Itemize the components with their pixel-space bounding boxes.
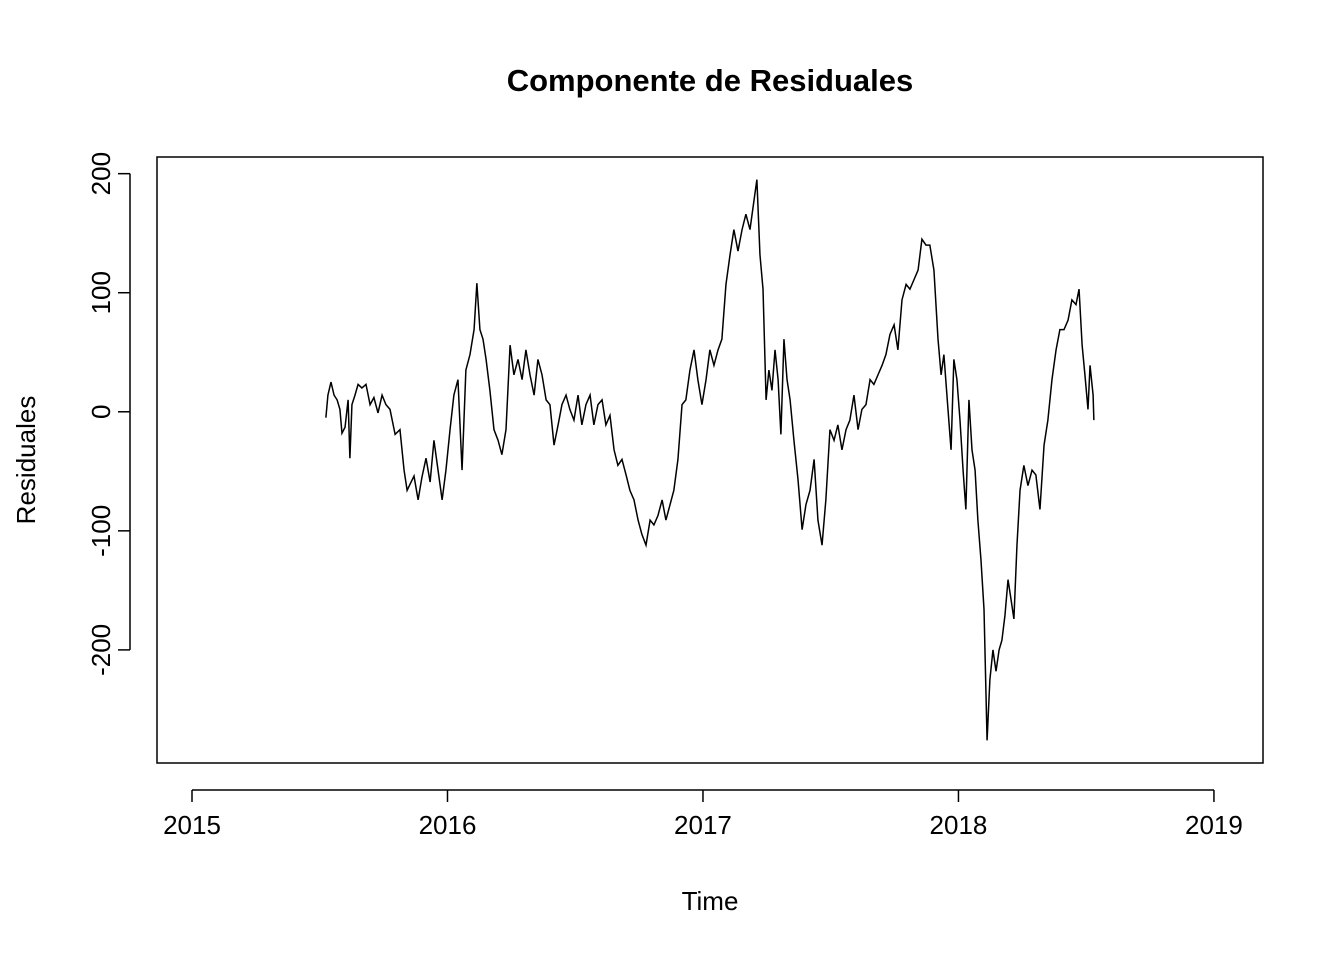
y-tick-label: 100: [86, 271, 116, 314]
x-tick-label: 2016: [419, 810, 477, 840]
y-tick-label: -200: [86, 624, 116, 676]
plot-box: [156, 156, 1264, 764]
x-tick-label: 2017: [674, 810, 732, 840]
chart-title: Componente de Residuales: [507, 63, 914, 98]
x-tick-label: 2019: [1185, 810, 1243, 840]
x-tick-label: 2018: [930, 810, 988, 840]
x-tick-label: 2015: [163, 810, 221, 840]
y-tick-label: 200: [86, 152, 116, 195]
x-axis-label: Time: [682, 886, 739, 916]
y-tick-label: -100: [86, 505, 116, 557]
y-axis-label: Residuales: [11, 396, 41, 525]
y-tick-label: 0: [86, 405, 116, 419]
data-line: [325, 179, 1095, 741]
